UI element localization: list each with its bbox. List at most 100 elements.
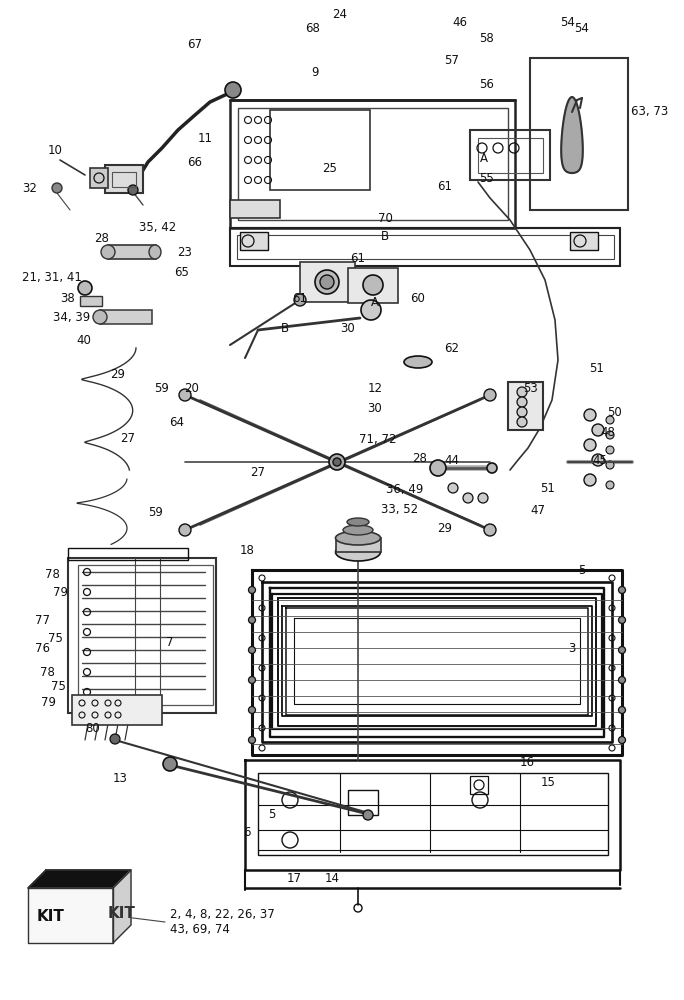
Circle shape (361, 300, 381, 320)
Circle shape (248, 706, 256, 714)
Text: 7: 7 (166, 636, 174, 648)
Text: 14: 14 (324, 871, 339, 884)
Text: B: B (281, 322, 289, 334)
Ellipse shape (347, 518, 369, 526)
Circle shape (329, 454, 345, 470)
Circle shape (128, 185, 138, 195)
Bar (348, 790, 378, 815)
Circle shape (618, 647, 625, 654)
Polygon shape (28, 870, 131, 888)
Circle shape (163, 757, 177, 771)
Circle shape (248, 736, 256, 744)
Circle shape (248, 586, 256, 593)
Text: 59: 59 (155, 381, 170, 394)
Text: 10: 10 (48, 143, 62, 156)
Text: 45: 45 (592, 454, 607, 466)
Bar (68, 558, 216, 713)
Bar (230, 200, 280, 218)
Text: 16: 16 (520, 756, 534, 768)
Text: 15: 15 (540, 776, 555, 788)
Text: 66: 66 (187, 155, 202, 168)
Circle shape (517, 407, 527, 417)
Circle shape (592, 454, 604, 466)
Circle shape (517, 397, 527, 407)
Text: 79: 79 (40, 696, 55, 708)
Text: 51: 51 (590, 361, 605, 374)
Text: 20: 20 (185, 381, 200, 394)
Bar (470, 776, 488, 794)
Bar (230, 100, 515, 228)
Circle shape (78, 281, 92, 295)
Text: 71, 72: 71, 72 (359, 434, 397, 446)
Circle shape (606, 431, 614, 439)
Circle shape (225, 82, 241, 98)
Bar (72, 695, 162, 725)
Circle shape (618, 676, 625, 684)
Circle shape (592, 424, 604, 436)
Text: 76: 76 (34, 642, 49, 654)
Text: 27: 27 (120, 432, 135, 444)
Circle shape (52, 183, 62, 193)
Text: 11: 11 (198, 131, 213, 144)
Text: 35, 42: 35, 42 (140, 222, 176, 234)
Text: 54: 54 (575, 21, 590, 34)
Text: 62: 62 (445, 342, 460, 355)
Text: 18: 18 (239, 544, 254, 556)
Ellipse shape (335, 531, 380, 545)
Circle shape (618, 586, 625, 593)
Text: 75: 75 (48, 632, 62, 645)
Ellipse shape (404, 356, 432, 368)
Circle shape (363, 275, 383, 295)
Circle shape (320, 275, 334, 289)
Ellipse shape (149, 245, 161, 259)
Text: 64: 64 (170, 416, 185, 428)
Text: 34, 39: 34, 39 (53, 312, 90, 324)
Text: 38: 38 (61, 292, 75, 304)
Text: 55: 55 (479, 172, 495, 184)
Text: 56: 56 (479, 79, 495, 92)
Circle shape (606, 461, 614, 469)
Text: 29: 29 (111, 368, 125, 381)
Circle shape (179, 389, 191, 401)
Text: 61: 61 (350, 251, 365, 264)
Text: 53: 53 (523, 381, 538, 394)
Text: 33, 52: 33, 52 (382, 504, 419, 516)
Text: 80: 80 (86, 722, 101, 734)
Circle shape (248, 647, 256, 654)
Text: 6: 6 (244, 826, 251, 838)
Circle shape (618, 736, 625, 744)
Bar (78, 565, 213, 705)
Text: 23: 23 (178, 245, 192, 258)
Text: 60: 60 (410, 292, 425, 304)
Polygon shape (113, 870, 131, 943)
Text: 13: 13 (113, 772, 127, 784)
Circle shape (248, 676, 256, 684)
Bar (478, 138, 543, 173)
Text: 2, 4, 8, 22, 26, 37
43, 69, 74: 2, 4, 8, 22, 26, 37 43, 69, 74 (170, 908, 275, 936)
Circle shape (448, 483, 458, 493)
Text: 40: 40 (77, 334, 92, 347)
Circle shape (517, 387, 527, 397)
Ellipse shape (487, 463, 497, 473)
Text: 51: 51 (540, 482, 555, 494)
Circle shape (248, 616, 256, 624)
Bar (108, 245, 156, 259)
Ellipse shape (335, 543, 380, 561)
Text: 28: 28 (94, 232, 109, 244)
Ellipse shape (430, 460, 446, 476)
Bar (300, 262, 355, 302)
Circle shape (606, 481, 614, 489)
Text: 63, 73: 63, 73 (631, 105, 669, 118)
Bar (112, 172, 136, 187)
Circle shape (584, 474, 596, 486)
Text: 78: 78 (44, 568, 60, 582)
Text: A: A (480, 151, 488, 164)
Text: 36, 49: 36, 49 (386, 484, 423, 496)
Text: 25: 25 (323, 161, 337, 174)
Ellipse shape (101, 245, 115, 259)
Circle shape (484, 389, 496, 401)
Circle shape (294, 294, 306, 306)
Bar (230, 228, 620, 266)
Text: 50: 50 (607, 406, 622, 418)
Text: 44: 44 (445, 454, 460, 466)
